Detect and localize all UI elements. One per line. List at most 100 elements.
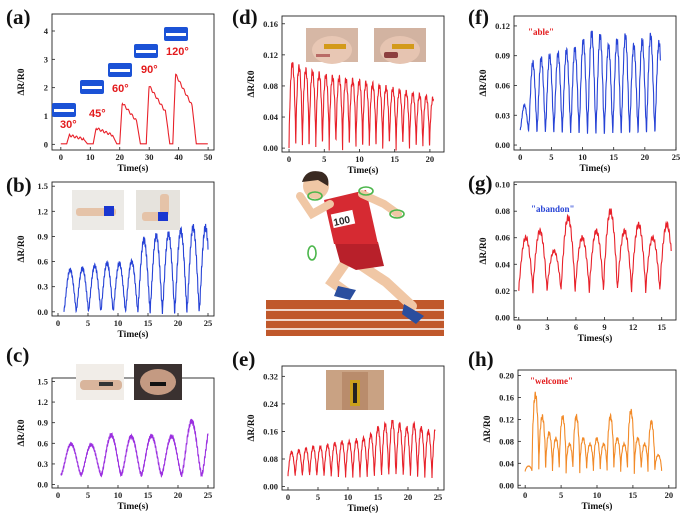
y-tick-label-a: 0 <box>44 139 48 149</box>
runner-illustration: 100 <box>266 171 444 336</box>
y-tick-label-c: 1.2 <box>37 397 48 407</box>
y-tick-label-h: 0.16 <box>499 392 514 402</box>
word-label-able: "able" <box>528 27 554 37</box>
series-line-c <box>60 418 209 478</box>
panel-label-d: (d) <box>232 5 258 29</box>
y-tick-label-b: 0.9 <box>37 231 48 241</box>
y-tick-label-d: 0.04 <box>263 112 279 122</box>
y-axis-label-d: ΔR/R0 <box>247 70 257 97</box>
y-tick-label-d: 0.12 <box>263 50 278 60</box>
chart-e: 0 5 10 15 20 25 0.00 0.08 0.16 0.24 0.32 Time(s) ΔR/… <box>247 365 445 514</box>
angle-label-120: 120° <box>166 46 189 58</box>
y-axis-label-b: ΔR/R0 <box>17 235 27 262</box>
knee-photo-bent <box>134 364 182 400</box>
x-axis-label-f: Time(s) <box>580 163 611 174</box>
panel-label-a: (a) <box>6 5 31 29</box>
x-tick-label-a: 40 <box>174 152 183 162</box>
y-tick-label-g: 0.10 <box>495 180 510 190</box>
x-tick-label-c: 5 <box>86 490 90 500</box>
y-tick-label-h: 0.20 <box>499 370 514 380</box>
y-tick-label-b: 0.0 <box>37 307 48 317</box>
y-tick-label-f: 0.06 <box>495 80 510 90</box>
y-tick-label-e: 0.24 <box>263 399 279 409</box>
x-tick-label-h: 5 <box>559 490 563 500</box>
chart-d: 0 5 10 15 20 0.00 0.04 0.08 0.12 0.16 Time(s) ΔR/R0 <box>247 15 445 176</box>
y-tick-label-d: 0.08 <box>263 81 278 91</box>
x-tick-label-b: 15 <box>144 318 153 328</box>
series-line-d <box>288 61 434 151</box>
y-tick-label-b: 1.2 <box>37 206 48 216</box>
x-axis-label-d: Time(s) <box>348 165 379 176</box>
y-tick-label-f: 0.00 <box>495 140 510 150</box>
plot-frame-c <box>51 377 215 489</box>
chart-c: 0 5 10 15 20 25 0.0 0.3 0.6 0.9 1.2 1.5 Time(s) ΔR/R0 <box>17 376 215 512</box>
angle-label-90: 90° <box>141 64 158 76</box>
panel-label-c: (c) <box>6 343 29 367</box>
y-tick-label-c: 0.6 <box>37 438 48 448</box>
plot-frame-f <box>513 15 677 151</box>
x-tick-label-b: 10 <box>114 318 123 328</box>
x-tick-label-b: 25 <box>204 318 213 328</box>
x-tick-label-f: 20 <box>641 152 650 162</box>
y-tick-label-a: 2 <box>44 83 48 93</box>
panel-label-e: (e) <box>232 347 255 371</box>
x-tick-label-d: 15 <box>390 154 399 164</box>
chart-g: 0 3 6 9 12 15 0.00 0.02 0.04 0.06 0.08 0.10 Times(s)… <box>479 180 677 344</box>
x-tick-label-f: 5 <box>549 152 553 162</box>
x-tick-label-a: 0 <box>59 152 63 162</box>
x-tick-label-f: 15 <box>609 152 618 162</box>
x-tick-label-g: 3 <box>545 322 549 332</box>
y-tick-label-g: 0.00 <box>495 312 510 322</box>
series-line-g <box>518 207 672 294</box>
y-tick-label-b: 1.5 <box>37 181 48 191</box>
y-tick-label-a: 4 <box>44 26 49 36</box>
word-label-abandon: "abandon" <box>531 204 575 214</box>
panel-label-b: (b) <box>6 173 32 197</box>
elbow-photo-straight <box>72 190 124 230</box>
x-tick-label-e: 15 <box>374 492 383 502</box>
x-axis-label-a: Time(s) <box>118 163 149 174</box>
y-tick-label-d: 0.16 <box>263 19 278 29</box>
x-tick-label-a: 30 <box>145 152 154 162</box>
x-tick-label-d: 10 <box>355 154 364 164</box>
y-tick-label-e: 0.32 <box>263 371 278 381</box>
chart-h: 0 5 10 15 20 0.00 0.04 0.08 0.12 0.16 0.20 Time(s) Δ… <box>483 369 677 512</box>
x-tick-label-h: 0 <box>523 490 527 500</box>
y-tick-label-d: 0.00 <box>263 143 278 153</box>
x-tick-label-c: 0 <box>56 490 60 500</box>
y-axis-label-c: ΔR/R0 <box>17 419 27 446</box>
y-tick-label-a: 1 <box>44 111 48 121</box>
x-tick-label-b: 0 <box>56 318 60 328</box>
x-tick-label-h: 15 <box>629 490 638 500</box>
x-tick-label-g: 0 <box>517 322 521 332</box>
x-tick-label-a: 20 <box>115 152 124 162</box>
y-tick-label-e: 0.08 <box>263 454 278 464</box>
series-line-f <box>519 30 661 134</box>
x-axis-label-c: Time(s) <box>118 501 149 512</box>
y-tick-label-f: 0.12 <box>495 21 510 31</box>
x-tick-label-h: 20 <box>665 490 674 500</box>
y-tick-label-f: 0.09 <box>495 51 510 61</box>
x-axis-label-e: Time(s) <box>348 503 379 514</box>
y-tick-label-f: 0.03 <box>495 110 510 120</box>
plot-frame-e <box>281 365 445 491</box>
plot-frame-a <box>51 13 215 151</box>
x-tick-label-f: 0 <box>518 152 522 162</box>
x-tick-label-e: 0 <box>286 492 290 502</box>
y-axis-label-h: ΔR/R0 <box>483 415 493 442</box>
x-tick-label-e: 5 <box>316 492 320 502</box>
y-tick-label-b: 0.6 <box>37 257 48 267</box>
series-line-h <box>524 391 663 474</box>
y-tick-label-g: 0.02 <box>495 286 510 296</box>
x-tick-label-f: 10 <box>578 152 587 162</box>
finger-bend-inset-icons <box>52 27 188 117</box>
x-tick-label-f: 25 <box>672 152 681 162</box>
svg-text:100: 100 <box>333 215 352 229</box>
y-tick-label-g: 0.04 <box>495 259 511 269</box>
x-tick-label-g: 15 <box>657 322 666 332</box>
chart-b: 0 5 10 15 20 25 0.0 0.3 0.6 0.9 1.2 1.5 Time(s) ΔR/R0 <box>17 181 215 340</box>
y-axis-label-a: ΔR/R0 <box>17 68 27 95</box>
plot-frame-b <box>51 181 215 317</box>
x-tick-label-c: 25 <box>204 490 213 500</box>
